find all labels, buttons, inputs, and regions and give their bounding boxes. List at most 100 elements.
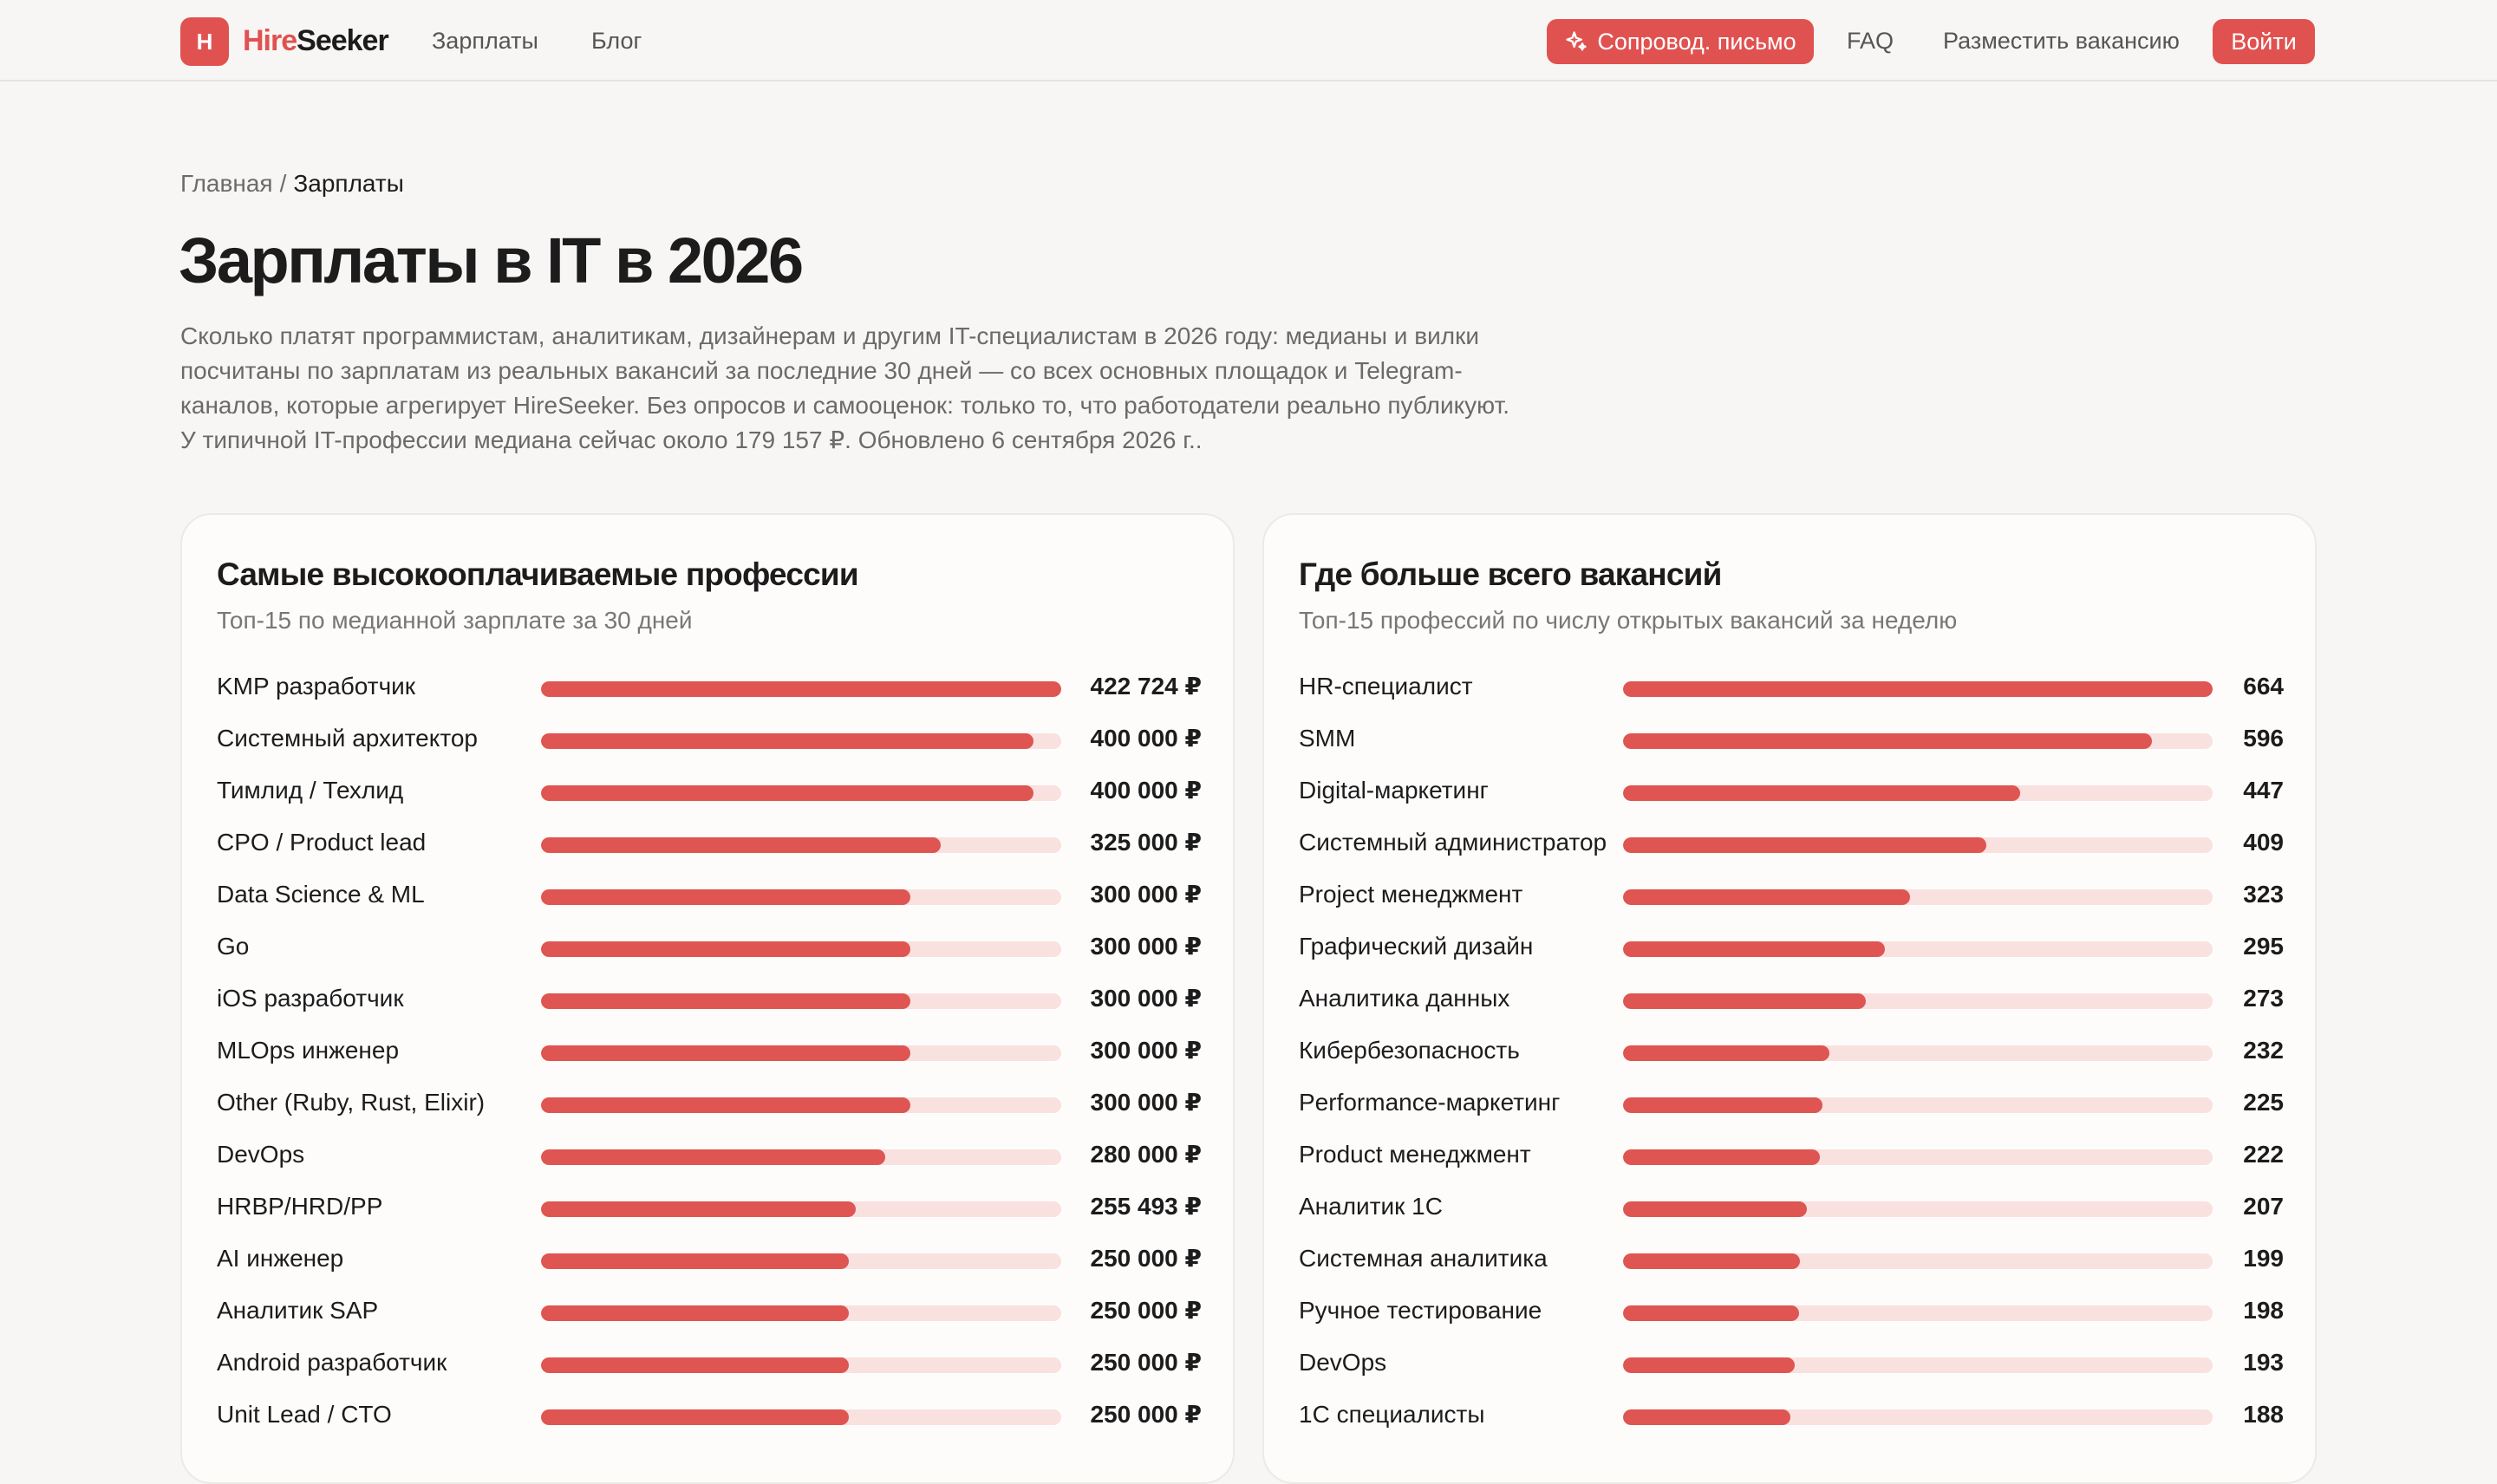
bar-value: 323 <box>2243 881 2284 908</box>
bar-track <box>1623 785 2213 801</box>
bar-value: 222 <box>2243 1141 2284 1168</box>
list-item[interactable]: Project менеджмент 323 <box>1299 875 2284 914</box>
bar-value: 273 <box>2243 985 2284 1012</box>
bar-fill <box>1623 785 2020 801</box>
list-item[interactable]: Кибербезопасность 232 <box>1299 1032 2284 1070</box>
profession-label: Go <box>217 933 250 960</box>
bar-fill <box>541 1253 849 1269</box>
bar-value: 193 <box>2243 1349 2284 1376</box>
nav-link-blog[interactable]: Блог <box>591 28 642 54</box>
bar-value: 422 724 ₽ <box>1090 673 1202 700</box>
bar-fill <box>541 1357 849 1373</box>
list-item[interactable]: Аналитик 1С 207 <box>1299 1188 2284 1226</box>
list-item[interactable]: Тимлид / Техлид 400 000 ₽ <box>217 771 1202 810</box>
list-item[interactable]: 1С специалисты 188 <box>1299 1396 2284 1434</box>
list-item[interactable]: AI инженер 250 000 ₽ <box>217 1240 1202 1278</box>
bar-fill <box>541 941 910 957</box>
profession-label: MLOps инженер <box>217 1037 400 1064</box>
list-item[interactable]: Аналитика данных 273 <box>1299 980 2284 1018</box>
list-item[interactable]: MLOps инженер 300 000 ₽ <box>217 1032 1202 1070</box>
list-item[interactable]: DevOps 280 000 ₽ <box>217 1136 1202 1174</box>
top-paid-card: Самые высокооплачиваемые профессии Топ-1… <box>180 513 1235 1484</box>
bar-track <box>541 1045 1061 1061</box>
list-item[interactable]: Go 300 000 ₽ <box>217 928 1202 966</box>
bar-track <box>541 733 1061 749</box>
list-item[interactable]: Data Science & ML 300 000 ₽ <box>217 875 1202 914</box>
nav-link-faq[interactable]: FAQ <box>1847 28 1894 54</box>
bar-track <box>541 1201 1061 1217</box>
logo-icon[interactable]: H <box>180 17 229 66</box>
list-item[interactable]: iOS разработчик 300 000 ₽ <box>217 980 1202 1018</box>
breadcrumb-separator: / <box>279 170 287 197</box>
bar-value: 300 000 ₽ <box>1090 1037 1202 1064</box>
bar-fill <box>1623 1357 1795 1373</box>
profession-label: Data Science & ML <box>217 881 425 908</box>
top-paid-title: Самые высокооплачиваемые профессии <box>217 556 859 592</box>
bar-track <box>1623 681 2213 697</box>
list-item[interactable]: Android разработчик 250 000 ₽ <box>217 1344 1202 1382</box>
top-navigation: H HireSeeker Зарплаты Блог Сопровод. пис… <box>0 0 2497 81</box>
bar-fill <box>1623 837 1986 853</box>
bar-value: 225 <box>2243 1089 2284 1116</box>
bar-value: 664 <box>2243 673 2284 700</box>
list-item[interactable]: Системный архитектор 400 000 ₽ <box>217 719 1202 758</box>
bar-fill <box>1623 1097 1823 1113</box>
profession-label: HR-специалист <box>1299 673 1473 700</box>
list-item[interactable]: HR-специалист 664 <box>1299 667 2284 706</box>
list-item[interactable]: DevOps 193 <box>1299 1344 2284 1382</box>
bar-value: 325 000 ₽ <box>1090 829 1202 856</box>
list-item[interactable]: Системный администратор 409 <box>1299 823 2284 862</box>
bar-value: 188 <box>2243 1401 2284 1428</box>
list-item[interactable]: HRBP/HRD/PP 255 493 ₽ <box>217 1188 1202 1226</box>
bar-track <box>541 1357 1061 1373</box>
bar-value: 300 000 ₽ <box>1090 933 1202 960</box>
profession-label: Системная аналитика <box>1299 1245 1548 1272</box>
bar-track <box>541 1253 1061 1269</box>
bar-fill <box>541 1149 886 1165</box>
list-item[interactable]: Digital-маркетинг 447 <box>1299 771 2284 810</box>
list-item[interactable]: KMP разработчик 422 724 ₽ <box>217 667 1202 706</box>
bar-track <box>1623 1357 2213 1373</box>
nav-link-post-vacancy[interactable]: Разместить вакансию <box>1943 28 2180 54</box>
profession-label: KMP разработчик <box>217 673 416 700</box>
login-button[interactable]: Войти <box>2213 19 2315 64</box>
bar-fill <box>1623 1409 1790 1425</box>
bar-fill <box>541 1045 910 1061</box>
list-item[interactable]: SMM 596 <box>1299 719 2284 758</box>
list-item[interactable]: Performance-маркетинг 225 <box>1299 1084 2284 1122</box>
bar-track <box>541 1097 1061 1113</box>
bar-track <box>1623 1305 2213 1321</box>
bar-track <box>1623 1201 2213 1217</box>
bar-value: 198 <box>2243 1297 2284 1324</box>
bar-value: 400 000 ₽ <box>1090 777 1202 804</box>
bar-fill <box>1623 733 2153 749</box>
profession-label: Android разработчик <box>217 1349 447 1376</box>
profession-label: Аналитик SAP <box>217 1297 379 1324</box>
logo-wordmark[interactable]: HireSeeker <box>243 23 389 58</box>
bar-value: 300 000 ₽ <box>1090 881 1202 908</box>
list-item[interactable]: Ручное тестирование 198 <box>1299 1292 2284 1330</box>
list-item[interactable]: Аналитик SAP 250 000 ₽ <box>217 1292 1202 1330</box>
bar-value: 250 000 ₽ <box>1090 1349 1202 1376</box>
bar-track <box>1623 993 2213 1009</box>
bar-track <box>1623 889 2213 905</box>
list-item[interactable]: Product менеджмент 222 <box>1299 1136 2284 1174</box>
list-item[interactable]: Unit Lead / CTO 250 000 ₽ <box>217 1396 1202 1434</box>
cover-letter-button[interactable]: Сопровод. письмо <box>1547 19 1814 64</box>
list-item[interactable]: Графический дизайн 295 <box>1299 928 2284 966</box>
bar-value: 300 000 ₽ <box>1090 1089 1202 1116</box>
bar-track <box>1623 1097 2213 1113</box>
profession-label: Digital-маркетинг <box>1299 777 1489 804</box>
profession-label: 1С специалисты <box>1299 1401 1485 1428</box>
bar-fill <box>541 993 910 1009</box>
list-item[interactable]: CPO / Product lead 325 000 ₽ <box>217 823 1202 862</box>
profession-label: Аналитик 1С <box>1299 1193 1443 1220</box>
list-item[interactable]: Other (Ruby, Rust, Elixir) 300 000 ₽ <box>217 1084 1202 1122</box>
bar-fill <box>541 837 942 853</box>
bar-fill <box>541 681 1061 697</box>
nav-link-salaries[interactable]: Зарплаты <box>432 28 538 54</box>
list-item[interactable]: Системная аналитика 199 <box>1299 1240 2284 1278</box>
logo-hire-text: Hire <box>243 24 297 57</box>
breadcrumb-home-link[interactable]: Главная <box>180 170 273 197</box>
bar-fill <box>1623 1305 1799 1321</box>
